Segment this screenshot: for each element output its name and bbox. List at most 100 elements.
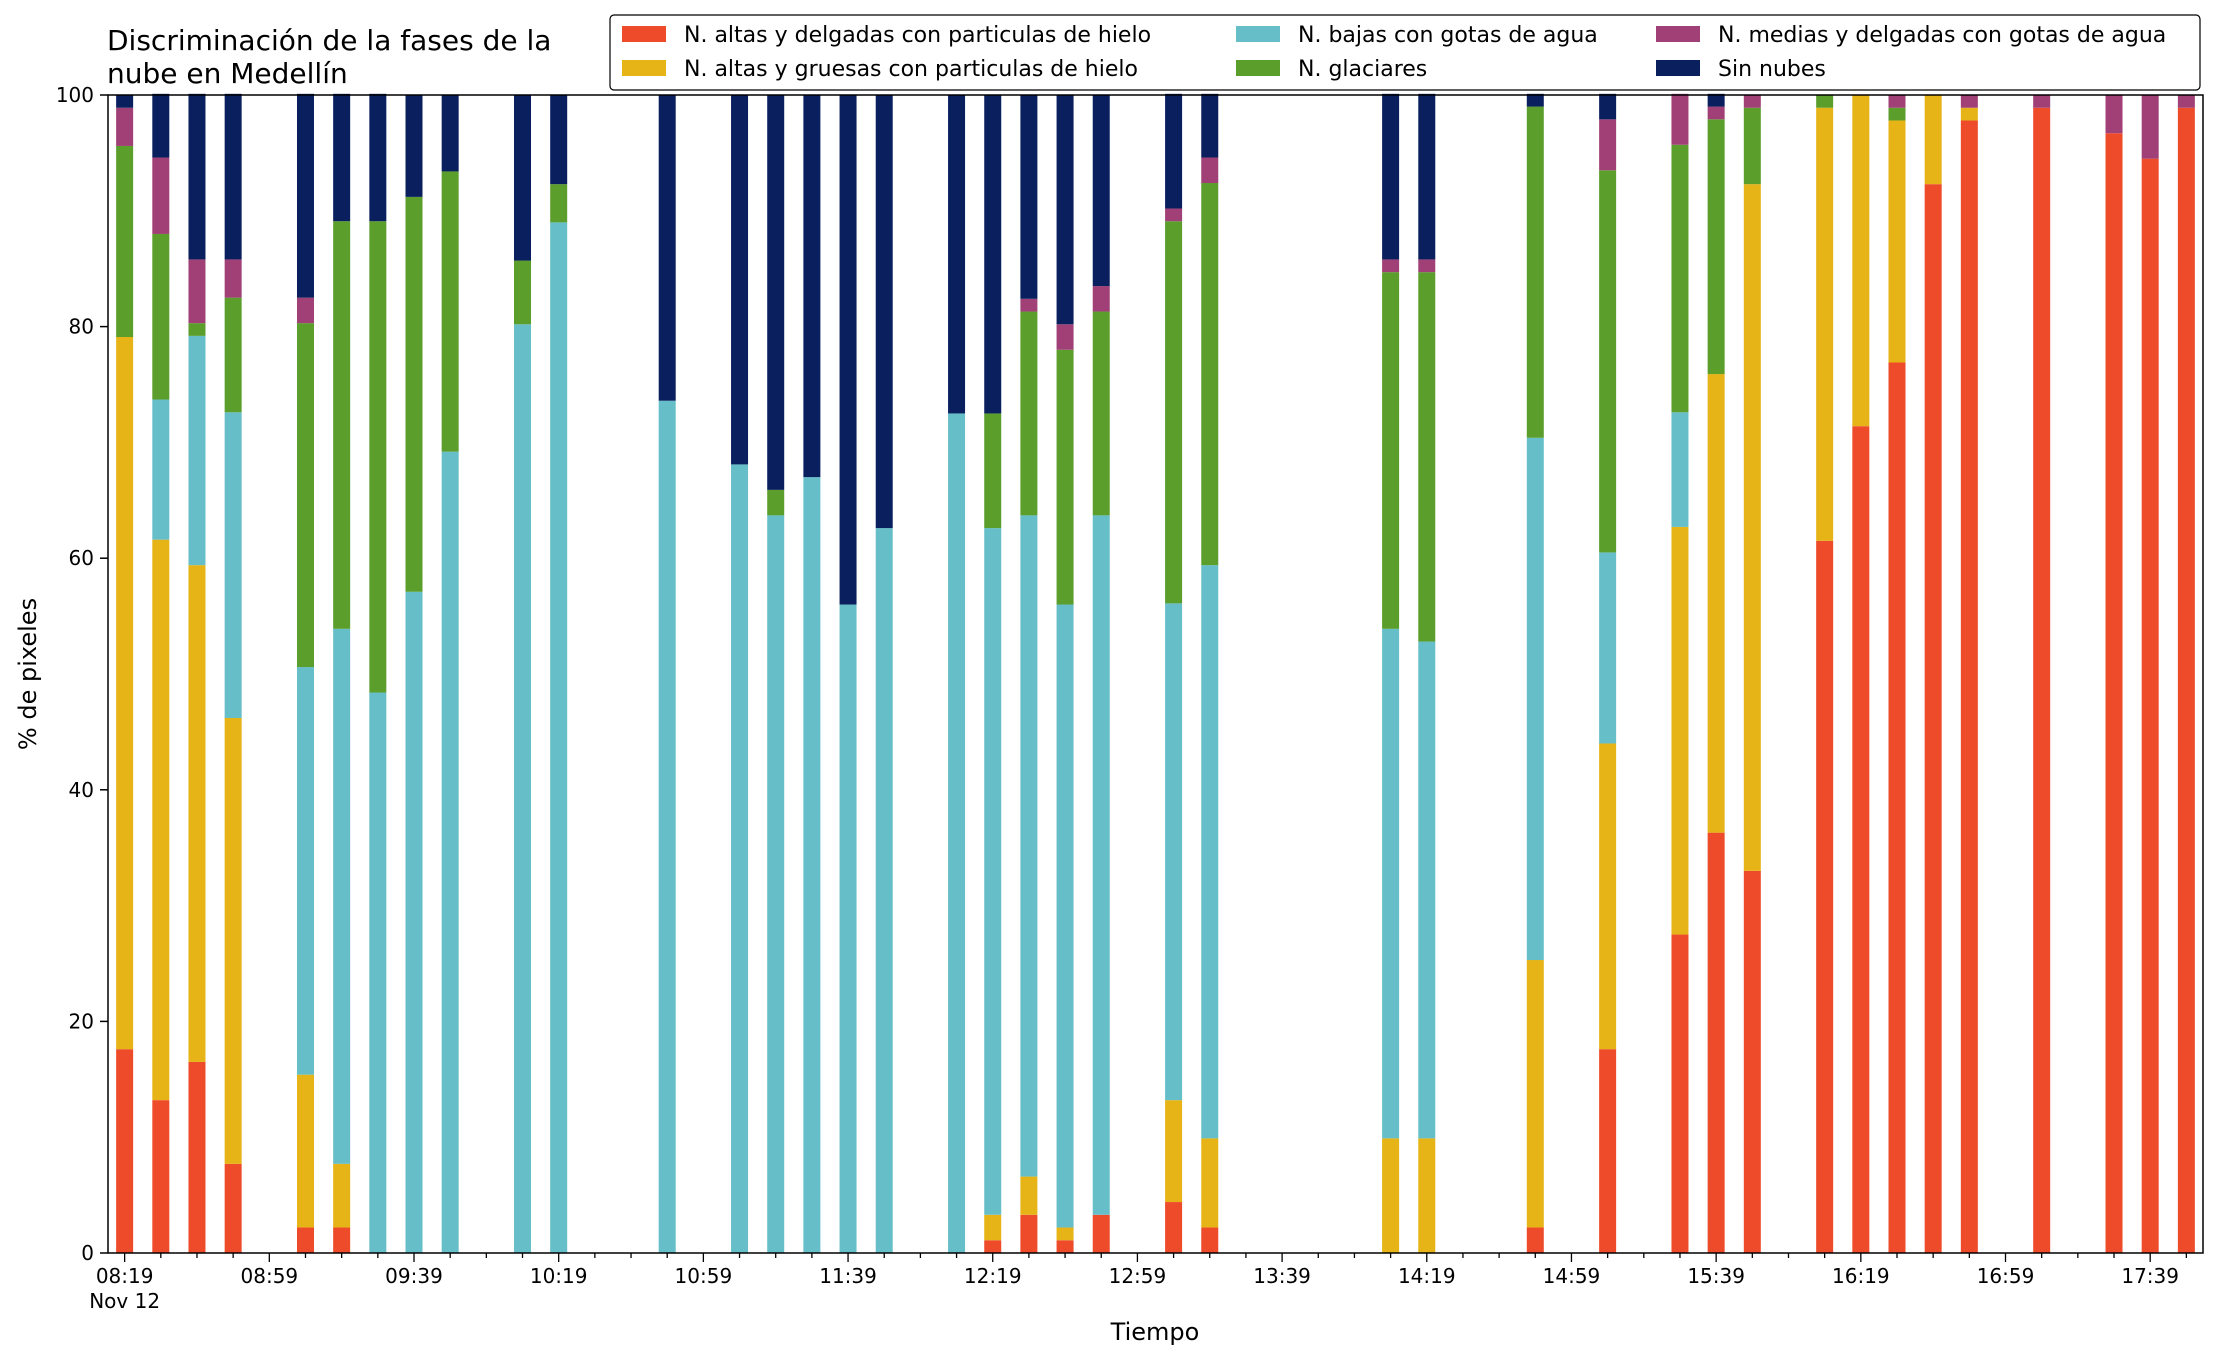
x-tick-label: 08:19 [96,1264,154,1288]
bar-segment [1599,552,1617,744]
bar-segment [296,1074,314,1228]
bar-segment [1526,437,1544,961]
bars-layer [116,93,2195,1254]
bar-segment [1671,144,1689,413]
bar-segment [1526,93,1544,107]
bar-segment [188,335,206,566]
bar-segment [1526,106,1544,438]
bar-segment [1201,183,1219,566]
bar-segment [1020,1214,1038,1253]
bar-segment [116,1049,134,1253]
bar-segment [2177,95,2195,108]
bar-segment [1382,1138,1400,1253]
bar-segment [224,259,242,298]
y-tick-label: 60 [69,546,94,570]
x-tick-label: 14:59 [1543,1264,1601,1288]
x-tick-label: 08:59 [241,1264,299,1288]
bar-segment [441,171,459,452]
bar-segment [152,93,170,158]
bar-segment [731,95,749,465]
x-tick-label: 11:39 [819,1264,877,1288]
bar-segment [839,604,857,1253]
bar-segment [1960,120,1978,1254]
bar-segment [1599,743,1617,1050]
bar-segment [152,157,170,234]
bar-segment [1816,95,1834,108]
bar-segment [875,95,893,529]
bar-segment [1707,106,1725,120]
bar-segment [1526,1227,1544,1253]
bar-segment [296,667,314,1075]
bar-segment [2177,107,2195,1254]
bar-segment [1671,412,1689,527]
bar-segment [1888,120,1906,363]
bar-segment [1671,526,1689,935]
y-tick-label: 20 [69,1009,94,1033]
bar-segment [405,591,423,1253]
legend-swatch [1236,26,1280,42]
legend-label: Sin nubes [1718,57,1826,82]
bar-segment [1743,107,1761,185]
bar-segment [333,221,351,629]
x-tick-label: 14:19 [1398,1264,1456,1288]
bar-segment [333,1227,351,1253]
bar-segment [116,145,134,338]
bar-segment [1888,362,1906,1253]
x-tick-label: 16:19 [1832,1264,1890,1288]
bar-segment [1092,311,1110,516]
bar-segment [1418,259,1436,273]
bar-segment [369,692,387,1253]
bar-segment [1056,604,1074,1228]
bar-segment [1020,95,1038,299]
bar-segment [1092,95,1110,287]
bar-segment [1056,1227,1074,1241]
bar-segment [116,95,134,108]
bar-segment [369,93,387,222]
y-tick-label: 40 [69,778,94,802]
bar-segment [1960,95,1978,108]
bar-segment [1165,208,1183,222]
bar-segment [1418,93,1436,260]
bar-segment [2033,95,2051,108]
chart-title-line-2: nube en Medellín [107,57,348,90]
legend-swatch [622,60,666,76]
bar-segment [731,464,749,1253]
bar-segment [767,95,785,490]
bar-segment [296,1227,314,1253]
bar-segment [658,400,676,1254]
y-tick-label: 80 [69,315,94,339]
bar-segment [2033,107,2051,1254]
bar-segment [296,323,314,668]
bar-segment [984,1214,1002,1241]
bar-segment [1020,1176,1038,1215]
bar-segment [188,259,206,324]
legend-label: N. glaciares [1298,57,1427,82]
bar-segment [839,95,857,605]
bar-segment [1707,374,1725,833]
y-axis: 0 20 40 60 80 100 [56,83,108,1265]
x-tick-label: 13:39 [1253,1264,1311,1288]
bar-segment [333,93,351,222]
bar-segment [1743,870,1761,1253]
legend: N. altas y delgadas con particulas de hi… [609,14,2201,91]
bar-segment [767,489,785,516]
bar-segment [1599,170,1617,553]
x-tick-label: 12:19 [964,1264,1022,1288]
bar-segment [224,718,242,1164]
bar-segment [1599,119,1617,171]
bar-segment [152,1100,170,1253]
bar-segment [188,1061,206,1253]
bar-segment [1092,286,1110,312]
legend-label: N. medias y delgadas con gotas de agua [1718,23,2166,48]
bar-segment [1165,221,1183,604]
bar-segment [1056,349,1074,605]
bar-segment [224,1163,242,1253]
bar-segment [984,1240,1002,1253]
bar-segment [1707,93,1725,107]
legend-swatch [1656,26,1700,42]
bar-segment [333,628,351,1164]
bar-segment [441,95,459,172]
bar-segment [1816,540,1834,1253]
bar-segment [1056,324,1074,350]
